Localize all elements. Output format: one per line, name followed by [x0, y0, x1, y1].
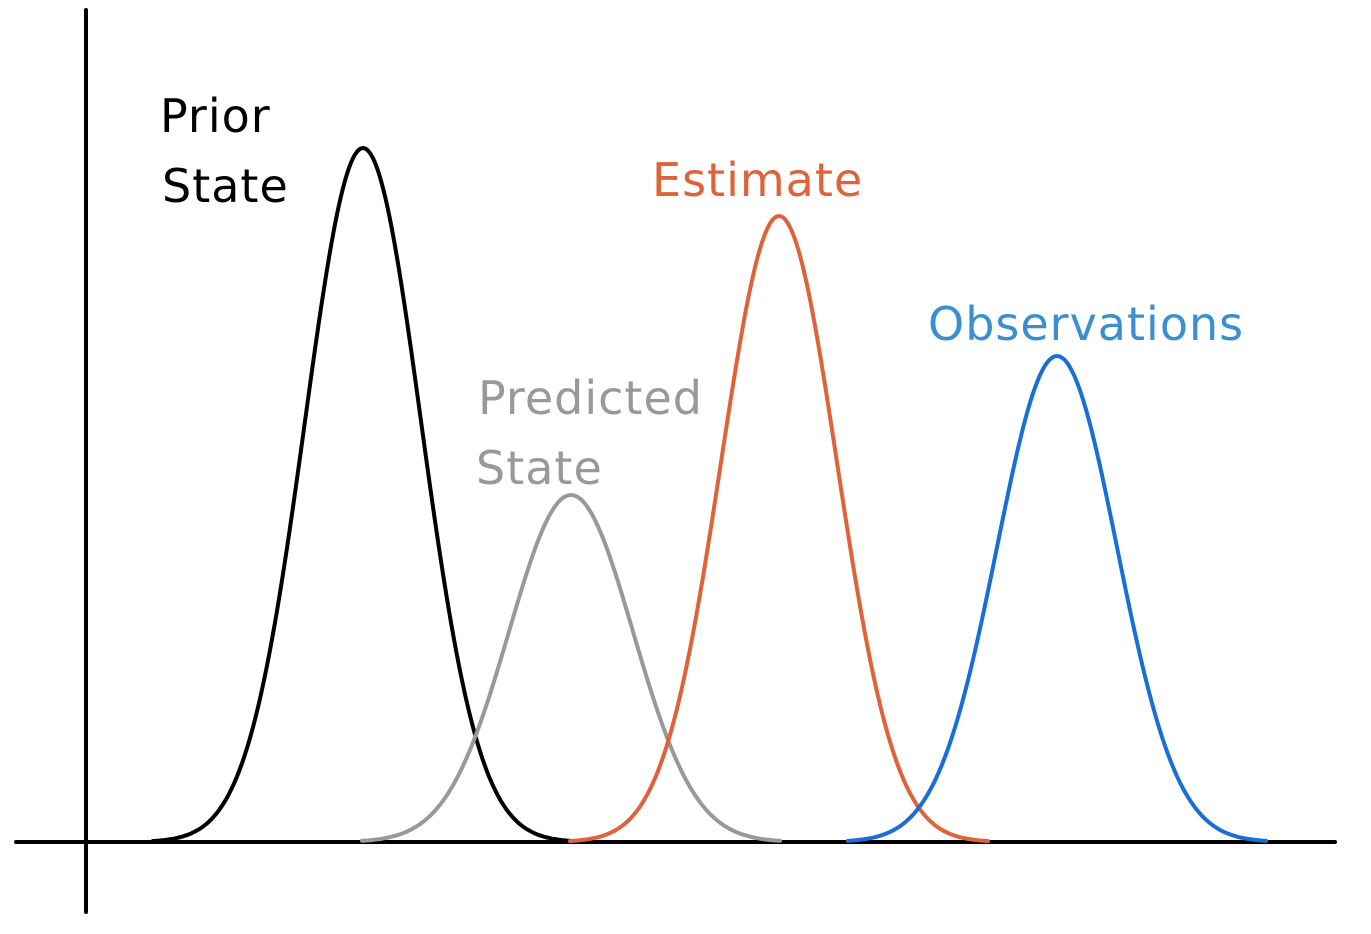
observations-label: Observations — [928, 297, 1244, 351]
predicted-state-label-line1: Predicted — [478, 371, 703, 425]
prior-state-label-line2: State — [162, 159, 289, 213]
estimate-label: Estimate — [652, 153, 863, 207]
estimate-curve — [568, 214, 990, 844]
prior-state-curve — [151, 146, 573, 843]
predicted-state-curve — [360, 493, 782, 843]
predicted-state-label-line2: State — [476, 441, 603, 495]
prior-state-label-line1: Prior — [160, 89, 271, 143]
observations-curve — [846, 354, 1268, 843]
